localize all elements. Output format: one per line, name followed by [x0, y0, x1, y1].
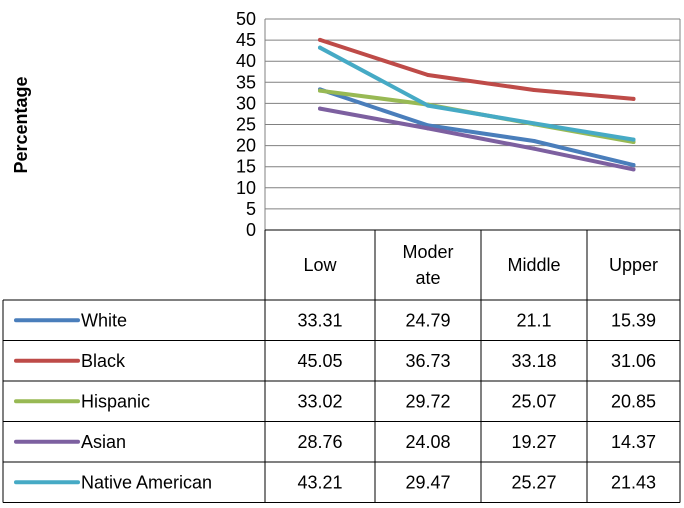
y-tick-label-20: 20	[236, 136, 256, 156]
data-point	[631, 163, 636, 168]
category-label: ate	[415, 268, 440, 288]
y-tick-label-5: 5	[246, 199, 256, 219]
category-label: Low	[303, 255, 337, 275]
data-point	[631, 167, 636, 172]
series-line-4	[318, 45, 636, 142]
data-label: 31.06	[611, 351, 656, 371]
data-label: 21.1	[516, 310, 551, 330]
data-label: 28.76	[297, 432, 342, 452]
data-label: 33.31	[297, 310, 342, 330]
legend-label-1: Black	[81, 351, 126, 371]
data-label: 29.72	[405, 391, 450, 411]
data-table: Low Moder ate Middle Upper White 33.31 24.79 21.…	[2, 229, 681, 503]
y-tick-label-35: 35	[236, 72, 256, 92]
data-label: 14.37	[611, 432, 656, 452]
legend-label-4: Native American	[81, 472, 212, 492]
data-label: 24.79	[405, 310, 450, 330]
y-axis-label: Percentage	[11, 76, 31, 173]
data-label: 36.73	[405, 351, 450, 371]
y-tick-label-45: 45	[236, 30, 256, 50]
data-label: 25.07	[511, 391, 556, 411]
y-tick-label-15: 15	[236, 157, 256, 177]
data-point	[631, 96, 636, 101]
data-point	[426, 72, 430, 77]
data-label: 15.39	[611, 310, 656, 330]
series-line-3	[318, 106, 636, 172]
data-label: 43.21	[297, 472, 342, 492]
category-label: Middle	[507, 255, 560, 275]
y-tick-label-10: 10	[236, 178, 256, 198]
data-label: 21.43	[611, 472, 656, 492]
data-label: 29.47	[405, 472, 450, 492]
series-lines	[318, 37, 636, 172]
legend-label-2: Hispanic	[81, 391, 150, 411]
category-label: Moder	[402, 242, 453, 262]
data-label: 25.27	[511, 472, 556, 492]
y-tick-label-50: 50	[236, 9, 256, 29]
data-point	[318, 106, 322, 111]
series-line-0	[318, 87, 636, 168]
data-point	[426, 126, 430, 131]
data-point	[532, 146, 536, 151]
series-line-1	[318, 37, 636, 101]
legend-label-0: White	[81, 310, 127, 330]
y-tick-label-0: 0	[246, 220, 256, 240]
data-point	[318, 88, 322, 93]
data-label: 33.02	[297, 391, 342, 411]
category-label: Upper	[609, 255, 658, 275]
data-label: 19.27	[511, 432, 556, 452]
gridlines	[264, 18, 681, 231]
data-point	[532, 138, 536, 143]
data-point	[426, 103, 430, 108]
data-point	[532, 87, 536, 92]
data-label: 20.85	[611, 391, 656, 411]
data-label: 33.18	[511, 351, 556, 371]
data-point	[631, 137, 636, 142]
y-tick-label-30: 30	[236, 93, 256, 113]
data-label: 45.05	[297, 351, 342, 371]
y-tick-label-40: 40	[236, 51, 256, 71]
data-label: 24.08	[405, 432, 450, 452]
data-point	[318, 45, 322, 50]
data-point	[532, 121, 536, 126]
data-point	[318, 37, 322, 42]
legend-label-3: Asian	[81, 432, 126, 452]
y-tick-label-25: 25	[236, 115, 256, 135]
